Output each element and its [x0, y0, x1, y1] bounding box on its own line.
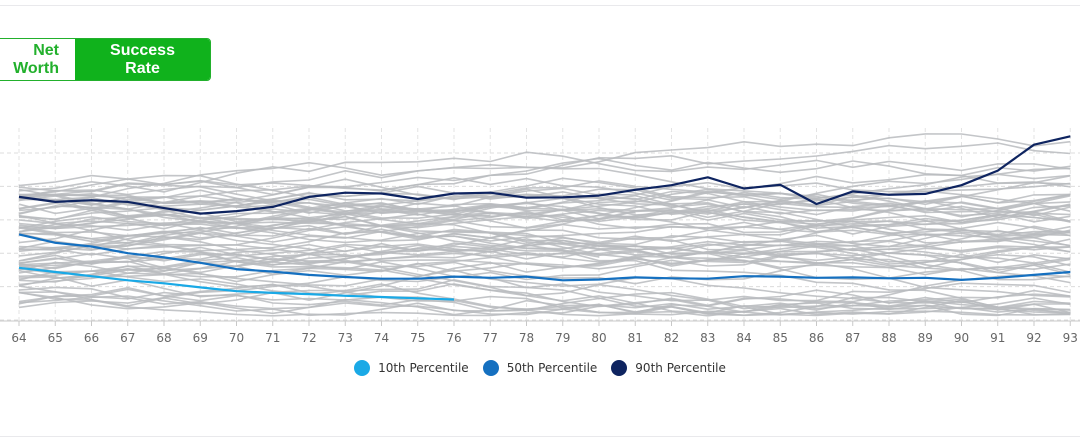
x-tick-label: 85	[773, 331, 788, 345]
x-tick-label: 66	[84, 331, 99, 345]
x-tick-label: 73	[338, 331, 353, 345]
simulation-path	[18, 283, 1071, 316]
x-tick-label: 93	[1063, 331, 1078, 345]
simulation-path	[18, 252, 1071, 311]
percentile-series	[18, 135, 1071, 301]
simulation-path	[18, 177, 1071, 238]
legend-item-50th[interactable]: 50th Percentile	[482, 360, 598, 376]
x-tick-label: 69	[193, 331, 208, 345]
simulation-path	[18, 142, 1071, 206]
x-tick-label: 64	[11, 331, 26, 345]
x-tick-label: 79	[555, 331, 570, 345]
x-tick-label: 84	[736, 331, 751, 345]
simulation-path	[18, 191, 1071, 229]
x-tick-label: 67	[120, 331, 135, 345]
legend-label-50th: 50th Percentile	[506, 361, 598, 375]
legend-label-90th: 90th Percentile	[635, 361, 726, 375]
simulation-path	[18, 151, 1071, 193]
x-axis: 64 65 66 67 68 69 70 71 72 73 74 75 76 77 78 79 80 81 82 83…	[0, 320, 1080, 345]
x-tick-label: 75	[410, 331, 425, 345]
simulation-path	[18, 244, 1071, 298]
x-tick-label: 81	[628, 331, 643, 345]
simulation-path	[18, 231, 1071, 266]
x-tick-label: 78	[519, 331, 534, 345]
x-tick-label: 92	[1026, 331, 1041, 345]
series-line-50th	[18, 233, 1071, 282]
simulation-path	[18, 202, 1071, 248]
simulation-path	[18, 212, 1071, 258]
x-tick-label: 68	[156, 331, 171, 345]
simulation-path	[18, 289, 1071, 316]
x-tick-label: 65	[48, 331, 63, 345]
x-tick-label: 82	[664, 331, 679, 345]
simulation-path	[18, 286, 1071, 316]
simulation-path	[18, 180, 1071, 244]
x-tick-label: 89	[918, 331, 933, 345]
simulation-path	[18, 214, 600, 258]
x-tick-label: 74	[374, 331, 389, 345]
x-tick-label: 80	[591, 331, 606, 345]
simulation-path	[18, 213, 1071, 258]
metric-toggle: Net Worth Success Rate	[0, 38, 211, 81]
top-divider	[0, 5, 1080, 6]
x-tick-label: 87	[845, 331, 860, 345]
simulation-path	[18, 251, 1071, 285]
legend-label-10th: 10th Percentile	[378, 361, 469, 375]
simulation-path	[18, 270, 1071, 315]
simulation-path	[18, 266, 1071, 317]
success-rate-tab[interactable]: Success Rate	[75, 39, 210, 80]
x-tick-label: 86	[809, 331, 824, 345]
legend-item-10th[interactable]: 10th Percentile	[354, 360, 469, 376]
simulation-path	[18, 285, 1071, 317]
chart-legend: 10th Percentile 50th Percentile 90th Per…	[0, 358, 1080, 378]
x-tick-label: 91	[990, 331, 1005, 345]
simulation-path	[18, 157, 1071, 221]
legend-swatch-10th	[354, 360, 371, 376]
net-worth-tab[interactable]: Net Worth	[0, 39, 75, 80]
x-tick-label: 90	[954, 331, 969, 345]
x-tick-label: 71	[265, 331, 280, 345]
bottom-divider	[0, 436, 1080, 437]
series-line-10th	[18, 266, 455, 301]
x-tick-label: 77	[483, 331, 498, 345]
simulation-path	[18, 222, 1071, 271]
simulation-paths	[18, 133, 1071, 317]
simulation-path	[18, 295, 1071, 317]
x-tick-label: 72	[301, 331, 316, 345]
legend-swatch-50th	[482, 360, 499, 376]
simulation-path	[18, 288, 1071, 317]
legend-swatch-90th	[611, 360, 628, 376]
x-tick-label: 76	[446, 331, 461, 345]
x-tick-label: 70	[229, 331, 244, 345]
legend-item-90th[interactable]: 90th Percentile	[611, 360, 726, 376]
x-tick-label: 83	[700, 331, 715, 345]
series-line-90th	[18, 135, 1071, 215]
simulation-path	[18, 238, 1071, 283]
x-tick-label: 88	[881, 331, 896, 345]
simulation-path	[18, 189, 1071, 225]
simulation-path	[18, 205, 1071, 269]
